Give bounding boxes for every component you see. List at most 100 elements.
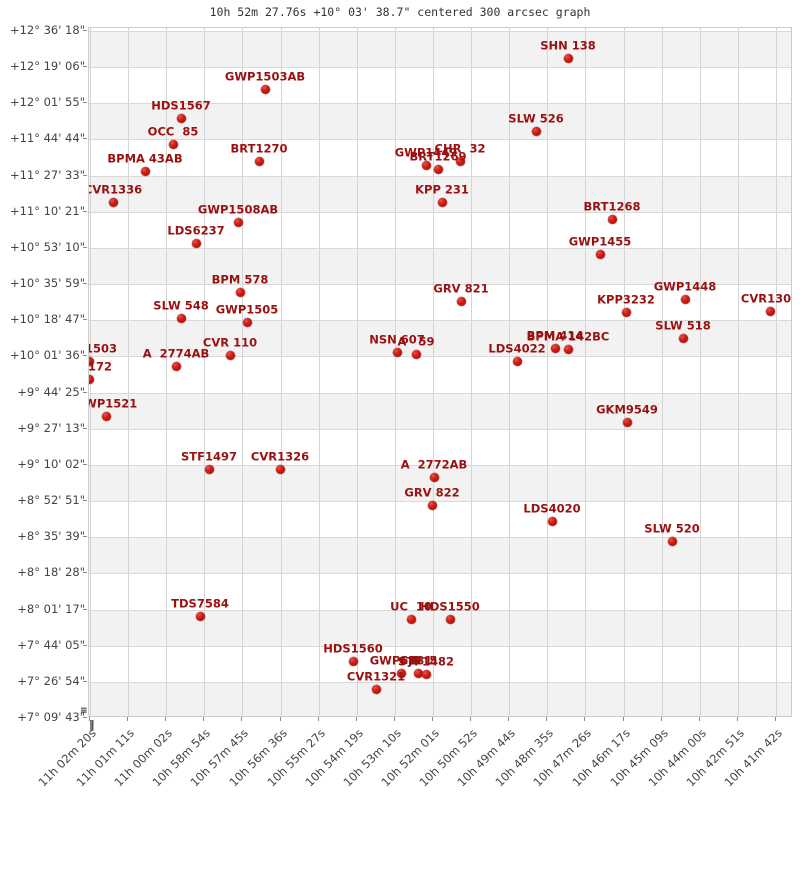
star-point[interactable]	[680, 294, 690, 304]
x-axis-tick-mark	[127, 717, 129, 721]
star-label: GWP6181	[369, 653, 433, 668]
star-point[interactable]	[176, 313, 186, 323]
star-point[interactable]	[396, 668, 406, 678]
star-point[interactable]	[437, 197, 447, 207]
star-label: STF1503	[88, 341, 117, 356]
star-point[interactable]	[195, 611, 205, 621]
star-point[interactable]	[563, 53, 573, 63]
star-point[interactable]	[455, 156, 465, 166]
x-axis-tick-mark	[698, 717, 700, 721]
y-axis-tick-label: +7° 26' 54"	[17, 673, 85, 688]
star-point[interactable]	[678, 333, 688, 343]
star-label: STF1497	[181, 449, 237, 464]
star-point[interactable]	[445, 614, 455, 624]
star-point[interactable]	[406, 614, 416, 624]
gridline-vertical	[394, 28, 396, 716]
gridline-horizontal	[89, 320, 791, 322]
star-point[interactable]	[547, 516, 557, 526]
x-axis-tick-mark	[736, 717, 738, 721]
gridline-horizontal	[89, 392, 791, 394]
star-point[interactable]	[413, 668, 423, 678]
star-point[interactable]	[621, 307, 631, 317]
x-axis-tick-mark	[241, 717, 243, 721]
gridline-horizontal	[89, 464, 791, 466]
y-axis-tick-label: +12° 01' 55"	[9, 95, 85, 110]
star-point[interactable]	[607, 214, 617, 224]
star-point[interactable]	[191, 238, 201, 248]
star-label: BRT1269	[409, 149, 467, 164]
star-point[interactable]	[233, 217, 243, 227]
star-label: A 2772AB	[400, 457, 468, 472]
star-point[interactable]	[595, 249, 605, 259]
y-axis-tick-label: +9° 44' 25"	[17, 384, 85, 399]
star-label: BPMA 142BC	[526, 329, 610, 344]
star-label: HDS1550	[420, 599, 480, 614]
star-point[interactable]	[254, 156, 264, 166]
x-axis-tick-mark	[470, 717, 472, 721]
star-label: HDS1560	[323, 641, 383, 656]
star-label: CVR1336	[88, 182, 143, 197]
gridline-vertical	[90, 28, 91, 716]
gridline-horizontal	[89, 501, 791, 503]
star-point[interactable]	[456, 296, 466, 306]
star-point[interactable]	[225, 350, 235, 360]
star-point[interactable]	[550, 343, 560, 353]
star-point[interactable]	[531, 126, 541, 136]
star-point[interactable]	[421, 669, 431, 679]
star-point[interactable]	[429, 472, 439, 482]
star-point[interactable]	[204, 464, 214, 474]
star-point[interactable]	[765, 306, 775, 316]
y-axis-tick-mark	[83, 500, 87, 502]
x-axis-tick-mark	[660, 717, 662, 721]
star-label: CHR 32	[434, 141, 486, 156]
star-point[interactable]	[563, 344, 573, 354]
gridline-horizontal	[89, 67, 791, 69]
plot-area[interactable]: SHN 138 GWP1503AB HDS1567 SLW 526 OCC 85 BRT1…	[88, 27, 792, 717]
star-point[interactable]	[176, 113, 186, 123]
gridline-horizontal	[89, 211, 791, 213]
star-point[interactable]	[421, 160, 431, 170]
star-point[interactable]	[392, 347, 402, 357]
x-axis-tick-mark	[393, 717, 395, 721]
background-band	[89, 681, 791, 716]
star-point[interactable]	[89, 356, 94, 366]
star-point[interactable]	[411, 349, 421, 359]
star-point[interactable]	[371, 684, 381, 694]
gridline-vertical	[242, 28, 244, 716]
gridline-vertical	[547, 28, 549, 716]
star-point[interactable]	[101, 411, 111, 421]
background-band	[89, 247, 791, 285]
star-point[interactable]	[427, 500, 437, 510]
star-point[interactable]	[89, 374, 94, 384]
star-point[interactable]	[275, 464, 285, 474]
y-axis-tick-mark	[83, 210, 87, 212]
star-point[interactable]	[140, 166, 150, 176]
background-band	[89, 320, 791, 357]
star-point[interactable]	[242, 317, 252, 327]
y-axis-tick-label: +8° 01' 17"	[17, 601, 85, 616]
star-point[interactable]	[108, 197, 118, 207]
gridline-horizontal	[89, 356, 791, 358]
star-point[interactable]	[512, 356, 522, 366]
star-label: BRT1268	[583, 199, 641, 214]
star-label: GKM9549	[596, 402, 658, 417]
star-point[interactable]	[433, 164, 443, 174]
star-point[interactable]	[235, 287, 245, 297]
star-point[interactable]	[168, 139, 178, 149]
y-axis-tick-mark	[83, 572, 87, 574]
star-point[interactable]	[348, 656, 358, 666]
star-point[interactable]	[260, 84, 270, 94]
gridline-vertical	[318, 28, 320, 716]
star-label: CVR1326	[250, 449, 310, 464]
star-point[interactable]	[171, 361, 181, 371]
x-axis-tick-mark	[89, 717, 90, 721]
star-label: BPM 578	[211, 272, 269, 287]
star-point[interactable]	[622, 417, 632, 427]
gridline-vertical	[433, 28, 434, 716]
star-point[interactable]	[667, 536, 677, 546]
y-axis-tick-mark	[83, 355, 87, 357]
y-axis-tick-label: +7° 09' 43"	[17, 710, 85, 724]
background-band	[89, 609, 791, 646]
x-axis-tick-mark	[165, 717, 167, 721]
star-label: LDS6237	[167, 223, 225, 238]
